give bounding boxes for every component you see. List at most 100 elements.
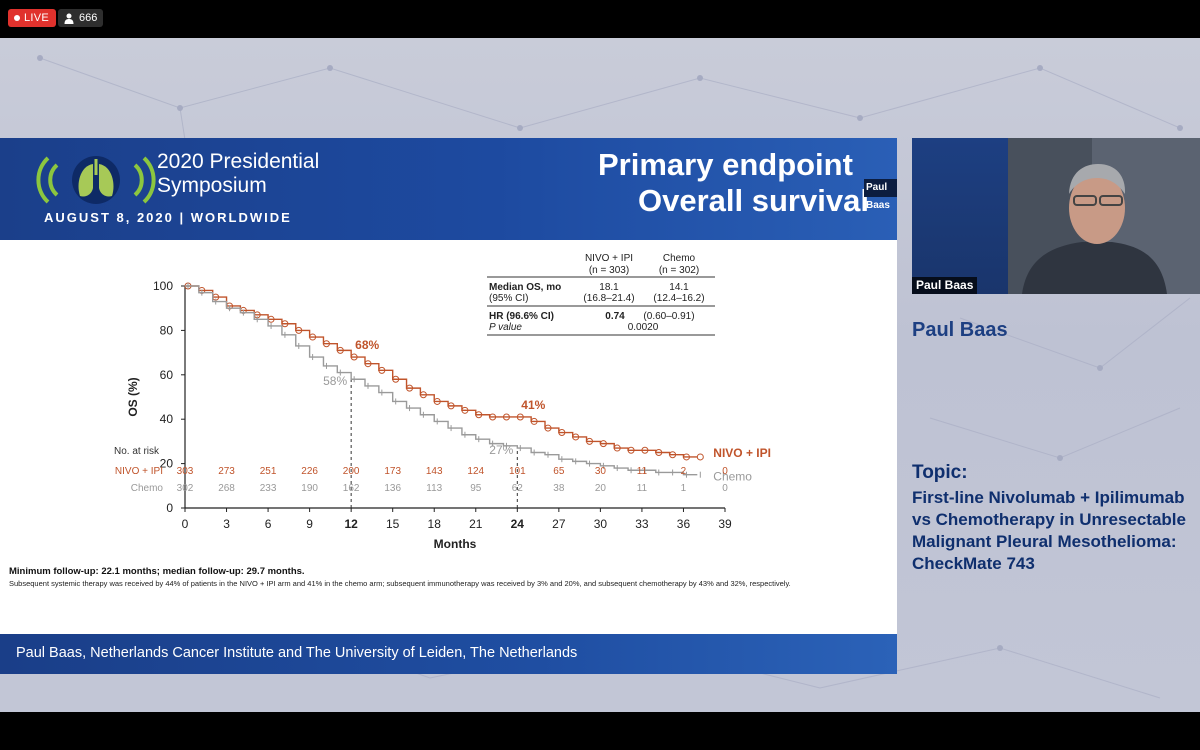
chemo-curve [185, 285, 698, 476]
table-row1-v1: 18.1 [599, 282, 619, 293]
x-tick-label: 6 [265, 517, 272, 531]
risk-chemo-count: 62 [512, 483, 524, 494]
symposium-date: AUGUST 8, 2020 | WORLDWIDE [44, 210, 292, 225]
viewer-count-badge: 666 [58, 9, 104, 27]
risk-chemo-count: 233 [260, 483, 277, 494]
risk-chemo-count: 302 [177, 483, 194, 494]
risk-chemo-count: 136 [384, 483, 401, 494]
speaker-video-icon [1022, 138, 1200, 294]
nivo-ipi-censor-mark [572, 433, 580, 441]
camera-backdrop [912, 138, 1008, 294]
nivo-ipi-censor-mark [322, 340, 330, 348]
nivo-ipi-censor-mark [336, 346, 344, 354]
slide-header: 2020 Presidential Symposium AUGUST 8, 20… [0, 138, 897, 240]
table-col2-header: Chemo [663, 253, 696, 264]
stream-stage: 2020 Presidential Symposium AUGUST 8, 20… [0, 38, 1200, 712]
symposium-title-line1: 2020 Presidential [157, 150, 320, 173]
person-icon [64, 13, 74, 24]
chemo-landmark-label: 27% [489, 443, 513, 457]
risk-chemo-label: Chemo [131, 483, 164, 494]
risk-nivo-count: 273 [218, 466, 235, 477]
nivo-ipi-censor-mark [613, 444, 621, 452]
camera-name-label: Paul Baas [912, 277, 978, 294]
nivo-ipi-series-label: NIVO + IPI [713, 446, 771, 460]
x-tick-label: 3 [223, 517, 230, 531]
footer-affiliation: Paul Baas, Netherlands Cancer Institute … [16, 645, 578, 661]
y-axis-label: OS (%) [126, 377, 140, 416]
presenter-tag: Paul Baas [864, 179, 897, 211]
chart-axes: 0 3 6 9 12 15 18 21 24 27 30 33 36 39020406080100Mont… [126, 279, 732, 551]
survival-chart: 0 3 6 9 12 15 18 21 24 27 30 33 36 39020406080100Mont… [114, 253, 771, 551]
risk-chemo-count: 38 [553, 483, 565, 494]
nivo-ipi-censor-mark [682, 453, 690, 461]
risk-title: No. at risk [114, 446, 160, 457]
table-row3-value: 0.0020 [628, 322, 659, 333]
stream-top-bar: LIVE 666 [0, 0, 1200, 38]
y-tick-label: 60 [160, 368, 174, 382]
nivo-ipi-censor-mark [599, 440, 607, 448]
risk-nivo-count: 11 [637, 466, 648, 477]
risk-nivo-count: 226 [301, 466, 318, 477]
table-col1-n: (n = 303) [589, 265, 629, 276]
risk-chemo-count: 1 [681, 483, 687, 494]
table-row3-label: P value [489, 322, 522, 333]
table-row1-v1-ci: (16.8–21.4) [583, 293, 634, 304]
risk-nivo-count: 303 [177, 466, 194, 477]
nivo-ipi-censor-mark [669, 451, 677, 459]
risk-nivo-count: 200 [343, 466, 360, 477]
y-tick-label: 40 [160, 412, 174, 426]
symposium-title: 2020 Presidential Symposium [157, 150, 319, 198]
risk-nivo-count: 124 [467, 466, 484, 477]
nivo-ipi-censor-mark [378, 366, 386, 374]
live-label: LIVE [24, 12, 50, 24]
topic-text: First-line Nivolumab + Ipilimumab vs Che… [912, 488, 1186, 573]
table-row2-ci: (0.60–0.91) [643, 311, 694, 322]
table-col2-n: (n = 302) [659, 265, 699, 276]
nivo-ipi-censor-mark [406, 384, 414, 392]
x-tick-label: 21 [469, 517, 483, 531]
risk-chemo-count: 162 [343, 483, 360, 494]
risk-nivo-count: 143 [426, 466, 443, 477]
risk-nivo-count: 2 [681, 466, 687, 477]
nivo-ipi-censor-mark [696, 453, 704, 461]
live-badge: LIVE [8, 9, 57, 27]
nivo-ipi-censor-mark [461, 406, 469, 414]
y-tick-label: 20 [160, 457, 174, 471]
nivo-ipi-censor-mark [295, 326, 303, 334]
live-dot-icon [14, 15, 20, 21]
x-tick-label: 33 [635, 517, 649, 531]
risk-chemo-count: 11 [637, 483, 648, 494]
risk-nivo-count: 173 [384, 466, 401, 477]
y-tick-label: 0 [166, 501, 173, 515]
table-col1-header: NIVO + IPI [585, 253, 633, 264]
x-tick-label: 0 [182, 517, 189, 531]
risk-nivo-count: 251 [260, 466, 277, 477]
x-tick-label: 36 [677, 517, 691, 531]
x-axis-label: Months [434, 537, 477, 551]
lungs-logo-icon [36, 156, 156, 204]
x-tick-label: 12 [344, 517, 358, 531]
risk-chemo-count: 0 [722, 483, 728, 494]
nivo-ipi-censor-mark [641, 446, 649, 454]
nivo-ipi-censor-mark [433, 397, 441, 405]
nivo-ipi-censor-mark [447, 402, 455, 410]
x-tick-label: 18 [428, 517, 442, 531]
followup-note: Minimum follow-up: 22.1 months; median f… [9, 566, 305, 577]
nivo-ipi-landmark-label: 68% [355, 338, 379, 352]
risk-chemo-count: 113 [426, 483, 442, 494]
x-tick-label: 30 [594, 517, 608, 531]
viewer-count: 666 [79, 12, 98, 24]
table-row1-sub: (95% CI) [489, 293, 528, 304]
table-row2-label: HR (96.6% CI) [489, 311, 554, 322]
slide-title-line1: Primary endpoint [598, 147, 853, 182]
risk-nivo-count: 101 [509, 466, 526, 477]
x-tick-label: 15 [386, 517, 400, 531]
nivo-ipi-censor-mark [364, 360, 372, 368]
x-tick-label: 39 [718, 517, 732, 531]
x-tick-label: 9 [306, 517, 313, 531]
nivo-ipi-censor-mark [627, 446, 635, 454]
table-row1-label: Median OS, mo [489, 282, 561, 293]
risk-chemo-count: 268 [218, 483, 235, 494]
stream-bottom-bar [0, 712, 1200, 750]
risk-chemo-count: 95 [470, 483, 482, 494]
